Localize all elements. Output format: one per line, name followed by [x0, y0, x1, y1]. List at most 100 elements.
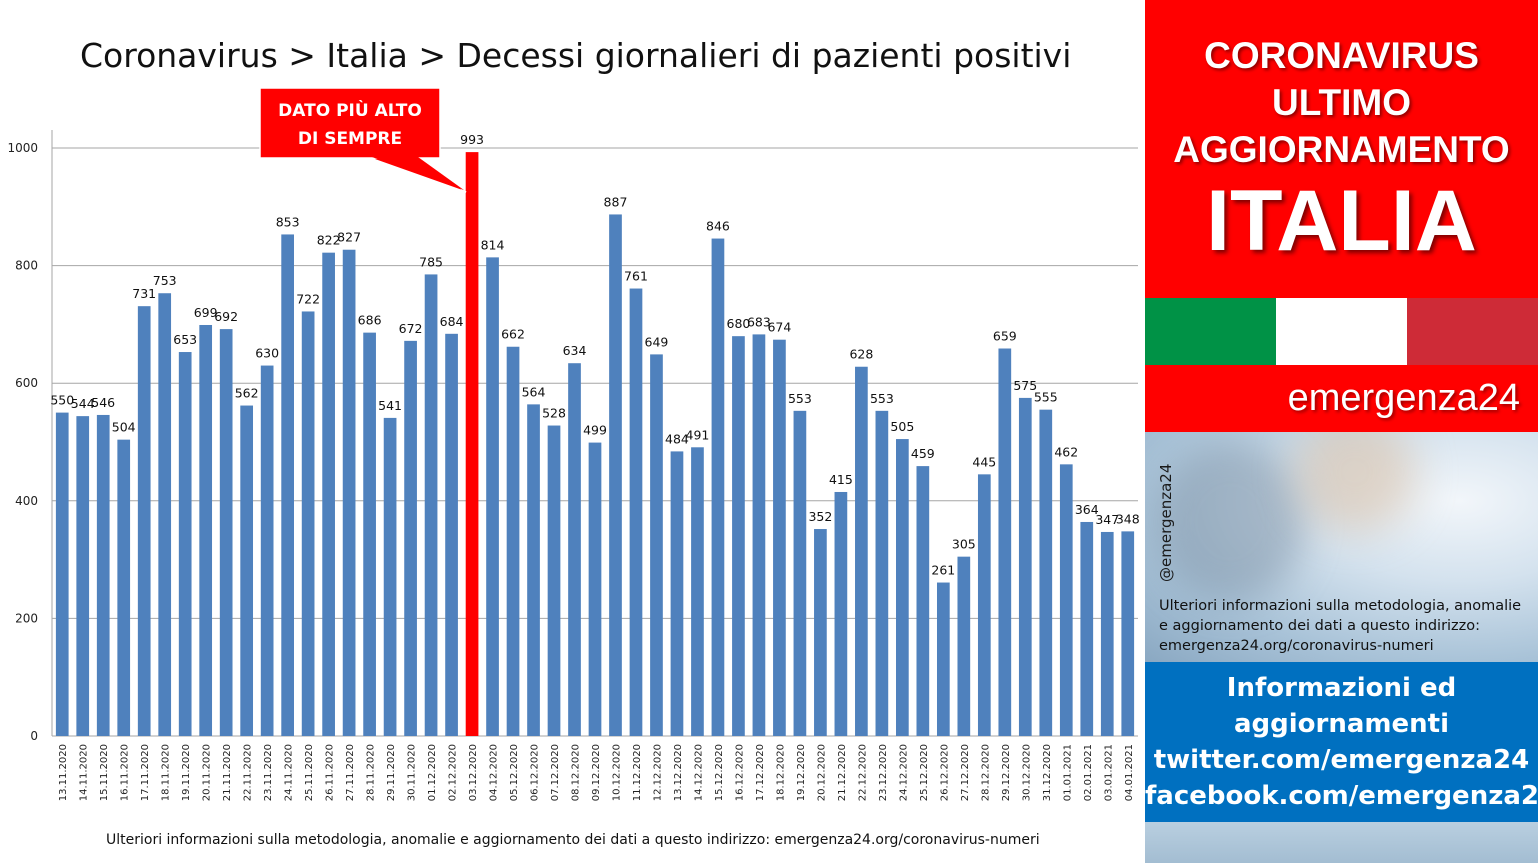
bar — [383, 417, 397, 736]
y-tick-label: 200 — [15, 611, 38, 625]
data-label: 692 — [214, 309, 238, 324]
x-tick-label: 19.11.2020 — [181, 744, 192, 801]
data-label: 684 — [440, 314, 464, 329]
twitter-handle: @emergenza24 — [1157, 463, 1175, 582]
bar — [1100, 531, 1114, 736]
sidebar: CORONAVIRUS ULTIMO AGGIORNAMENTO ITALIA … — [1145, 0, 1538, 863]
bar — [1059, 464, 1073, 736]
y-tick-label: 0 — [30, 729, 38, 743]
data-label: 544 — [71, 396, 95, 411]
data-label: 528 — [542, 406, 566, 421]
bar — [691, 447, 704, 736]
data-label: 653 — [173, 332, 197, 347]
data-label: 630 — [255, 346, 279, 361]
x-tick-label: 03.12.2020 — [468, 744, 479, 801]
data-label: 659 — [993, 329, 1017, 344]
x-tick-label: 20.12.2020 — [816, 744, 827, 801]
data-label: 887 — [604, 194, 628, 209]
x-tick-label: 20.11.2020 — [202, 744, 213, 801]
x-tick-label: 16.12.2020 — [734, 744, 745, 801]
hero-banner: CORONAVIRUS ULTIMO AGGIORNAMENTO ITALIA — [1145, 0, 1538, 298]
x-tick-label: 10.12.2020 — [611, 744, 622, 801]
data-label: 628 — [849, 347, 873, 362]
data-label: 491 — [686, 427, 710, 442]
info-line-1: Ulteriori informazioni sulla metodologia… — [1159, 598, 1522, 614]
bar — [76, 416, 90, 736]
bar — [445, 333, 458, 736]
x-tick-label: 02.01.2021 — [1083, 744, 1094, 801]
x-tick-label: 30.11.2020 — [407, 744, 418, 801]
x-tick-label: 19.12.2020 — [796, 744, 807, 801]
data-label: 364 — [1075, 502, 1099, 517]
bar — [55, 412, 69, 736]
x-tick-label: 29.12.2020 — [1001, 744, 1012, 801]
x-tick-label: 12.12.2020 — [652, 744, 663, 801]
x-tick-label: 04.01.2021 — [1124, 744, 1135, 801]
bar — [752, 334, 766, 736]
bar — [1080, 521, 1094, 736]
x-tick-label: 05.12.2020 — [509, 744, 520, 801]
data-label: 562 — [235, 386, 259, 401]
data-label: 546 — [91, 395, 115, 410]
x-tick-label: 16.11.2020 — [120, 744, 131, 801]
bar — [96, 414, 110, 736]
bar — [117, 439, 131, 736]
x-tick-label: 26.11.2020 — [325, 744, 336, 801]
bar — [301, 311, 315, 736]
photo-blur-shape — [1155, 442, 1305, 602]
italian-flag — [1145, 298, 1538, 365]
data-label: 662 — [501, 327, 525, 342]
x-tick-label: 25.12.2020 — [919, 744, 930, 801]
bar — [322, 252, 335, 736]
data-label: 993 — [460, 132, 484, 147]
data-label: 505 — [890, 419, 914, 434]
social-line-1: Informazioni ed — [1226, 673, 1457, 703]
x-tick-label: 28.12.2020 — [980, 744, 991, 801]
bar — [158, 293, 172, 736]
callout-box — [259, 87, 441, 159]
y-tick-label: 1000 — [7, 141, 38, 155]
x-tick-label: 24.12.2020 — [898, 744, 909, 801]
data-label: 459 — [911, 446, 935, 461]
x-tick-label: 22.11.2020 — [243, 744, 254, 801]
twitter-link[interactable]: twitter.com/emergenza24 — [1153, 745, 1530, 775]
x-tick-label: 01.01.2021 — [1062, 744, 1073, 801]
data-label: 761 — [624, 269, 648, 284]
bar — [670, 451, 684, 736]
x-tick-label: 18.12.2020 — [775, 744, 786, 801]
x-tick-label: 22.12.2020 — [857, 744, 868, 801]
photo-bottom-strip — [1145, 822, 1538, 863]
bar — [568, 363, 581, 736]
data-label: 348 — [1116, 511, 1140, 526]
data-label: 814 — [481, 237, 505, 252]
x-tick-label: 14.12.2020 — [693, 744, 704, 801]
x-tick-label: 15.11.2020 — [99, 744, 110, 801]
methodology-info: Ulteriori informazioni sulla metodologia… — [1159, 596, 1521, 656]
x-tick-label: 06.12.2020 — [530, 744, 541, 801]
data-label: 686 — [358, 313, 382, 328]
x-tick-label: 27.11.2020 — [345, 744, 356, 801]
data-label: 649 — [645, 334, 669, 349]
bar — [957, 556, 971, 736]
y-tick-label: 800 — [15, 259, 38, 273]
bar — [875, 410, 889, 736]
facebook-link[interactable]: facebook.com/emergenza24 — [1145, 781, 1538, 811]
bar — [547, 425, 561, 736]
data-label: 564 — [522, 384, 546, 399]
bar — [977, 474, 991, 736]
x-tick-label: 17.11.2020 — [140, 744, 151, 801]
hero-italia: ITALIA — [1206, 173, 1477, 269]
x-tick-label: 13.11.2020 — [58, 744, 69, 801]
x-tick-label: 23.11.2020 — [263, 744, 274, 801]
x-tick-label: 08.12.2020 — [571, 744, 582, 801]
data-label: 853 — [276, 214, 300, 229]
bar — [998, 348, 1012, 736]
bar — [424, 274, 438, 736]
data-label: 305 — [952, 537, 976, 552]
data-label: 683 — [747, 314, 771, 329]
y-tick-label: 400 — [15, 494, 38, 508]
bar — [609, 214, 622, 737]
bar — [814, 529, 827, 736]
hero-line-2: ULTIMO — [1271, 82, 1412, 123]
data-label: 504 — [112, 420, 136, 435]
